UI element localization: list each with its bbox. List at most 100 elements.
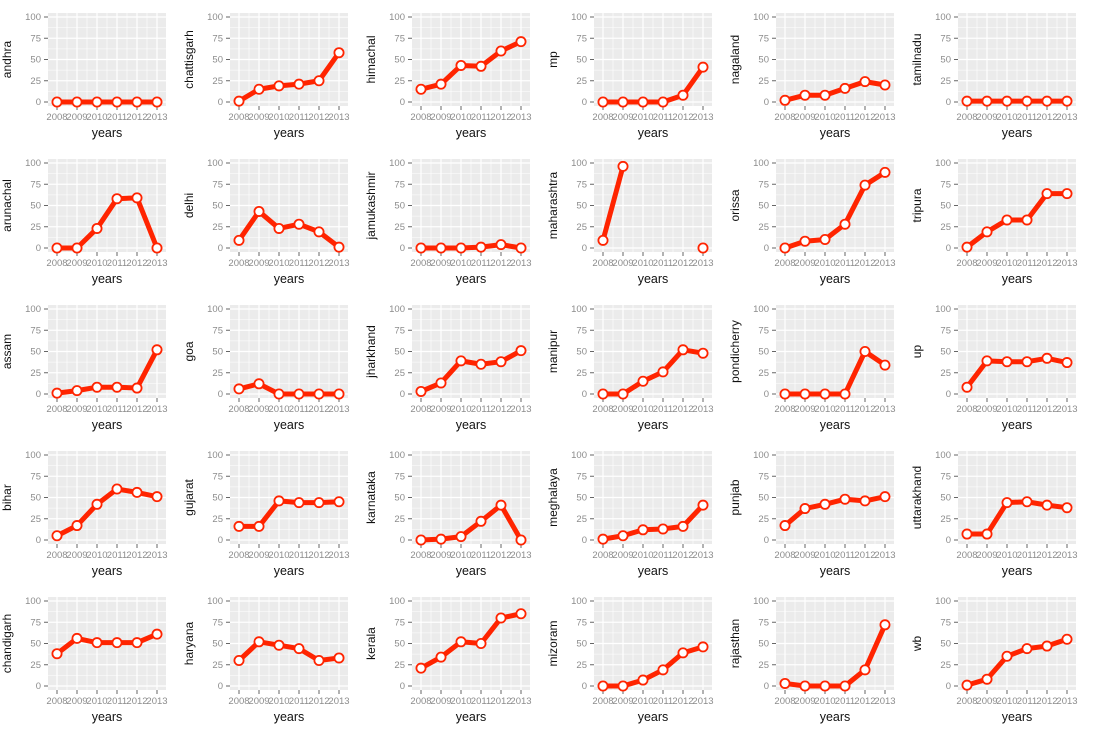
data-point (475, 358, 487, 370)
y-tick-label: 25 (212, 514, 223, 525)
data-point (151, 628, 163, 640)
x-tick-label: 2013 (1056, 696, 1077, 707)
x-tick-label: 2009 (66, 550, 87, 561)
y-tick-label: 100 (753, 12, 769, 23)
facet-label-kerala: kerala (364, 627, 378, 660)
x-axis-title: years (820, 710, 851, 724)
data-point (131, 486, 143, 498)
x-tick-label: 2011 (107, 696, 127, 707)
data-point (1001, 214, 1013, 226)
x-tick-label: 2012 (490, 258, 511, 269)
data-point (71, 242, 83, 254)
y-tick-label: 50 (212, 55, 223, 66)
x-tick-label: 2011 (471, 550, 491, 561)
y-tick-label: 75 (758, 179, 769, 190)
data-point (51, 96, 63, 108)
y-tick-label: 0 (218, 681, 223, 692)
x-axis-title: years (92, 126, 123, 140)
y-tick-label: 75 (576, 179, 587, 190)
facet-nagaland: 0 25 50 75 100 2008 2009 2010 2011 2012 2013 nagala… (728, 0, 910, 146)
y-tick-label: 100 (935, 596, 951, 607)
y-tick-label: 0 (582, 681, 587, 692)
y-tick-label: 25 (30, 514, 41, 525)
x-axis-title: years (92, 710, 123, 724)
y-tick-label: 75 (758, 33, 769, 44)
facet-label-wb: wb (910, 636, 924, 653)
data-point (333, 496, 345, 508)
facet-mizoram: 0 25 50 75 100 2008 2009 2010 2011 2012 2013 mizora… (546, 584, 728, 730)
data-point (475, 638, 487, 650)
data-point (1061, 95, 1073, 107)
y-tick-label: 25 (394, 514, 405, 525)
data-point (677, 647, 689, 659)
y-tick-label: 0 (218, 389, 223, 400)
facet-label-delhi: delhi (182, 193, 196, 218)
data-point (495, 499, 507, 511)
y-tick-label: 25 (758, 76, 769, 87)
y-tick-label: 25 (212, 368, 223, 379)
data-point (961, 381, 973, 393)
x-tick-label: 2009 (430, 550, 451, 561)
x-tick-label: 2011 (107, 550, 127, 561)
facet-label-bihar: bihar (0, 484, 14, 511)
x-tick-label: 2012 (126, 112, 147, 123)
data-point (697, 347, 709, 359)
facet-arunachal: 0 25 50 75 100 2008 2009 2010 2011 2012 2013 arunac… (0, 146, 182, 292)
facet-label-goa: goa (182, 341, 196, 361)
data-point (111, 483, 123, 495)
y-tick-label: 100 (25, 450, 41, 461)
x-tick-label: 2009 (66, 404, 87, 415)
x-tick-label: 2011 (653, 112, 673, 123)
data-point (1061, 633, 1073, 645)
y-tick-label: 50 (940, 201, 951, 212)
y-tick-label: 75 (30, 33, 41, 44)
x-axis-title: years (1002, 418, 1033, 432)
facet-uttarakhand: 0 25 50 75 100 2008 2009 2010 2011 2012 2013 uttara… (910, 438, 1092, 584)
data-point (981, 673, 993, 685)
data-point (151, 344, 163, 356)
y-tick-label: 100 (389, 596, 405, 607)
y-tick-label: 100 (571, 158, 587, 169)
x-axis-title: years (1002, 710, 1033, 724)
data-point (879, 619, 891, 631)
data-point (435, 377, 447, 389)
x-tick-label: 2012 (308, 258, 329, 269)
x-tick-label: 2008 (956, 404, 977, 415)
x-tick-label: 2011 (653, 696, 673, 707)
data-point (435, 78, 447, 90)
data-point (71, 632, 83, 644)
x-axis-title: years (638, 126, 669, 140)
y-tick-label: 75 (212, 33, 223, 44)
data-point (799, 680, 811, 692)
y-tick-label: 25 (758, 222, 769, 233)
x-tick-label: 2008 (774, 258, 795, 269)
x-tick-label: 2010 (268, 550, 289, 561)
x-tick-label: 2008 (592, 550, 613, 561)
data-point (233, 234, 245, 246)
data-point (697, 61, 709, 73)
data-point (859, 495, 871, 507)
x-tick-label: 2011 (289, 550, 309, 561)
x-tick-label: 2010 (632, 696, 653, 707)
data-point (111, 637, 123, 649)
facet-label-chandigarh: chandigarh (0, 614, 14, 673)
data-point (637, 96, 649, 108)
data-point (617, 530, 629, 542)
x-tick-label: 2013 (692, 112, 713, 123)
data-point (333, 47, 345, 59)
facet-up: 0 25 50 75 100 2008 2009 2010 2011 2012 2013 up year… (910, 292, 1092, 438)
x-tick-label: 2011 (653, 404, 673, 415)
x-tick-label: 2010 (86, 550, 107, 561)
x-tick-label: 2009 (248, 404, 269, 415)
facet-rajasthan: 0 25 50 75 100 2008 2009 2010 2011 2012 2013 rajast… (728, 584, 910, 730)
y-tick-label: 75 (940, 33, 951, 44)
data-point (455, 355, 467, 367)
facet-label-mp: mp (546, 51, 560, 68)
facet-jharkhand: 0 25 50 75 100 2008 2009 2010 2011 2012 2013 jharkh… (364, 292, 546, 438)
data-point (961, 528, 973, 540)
x-tick-label: 2008 (410, 258, 431, 269)
data-point (475, 515, 487, 527)
